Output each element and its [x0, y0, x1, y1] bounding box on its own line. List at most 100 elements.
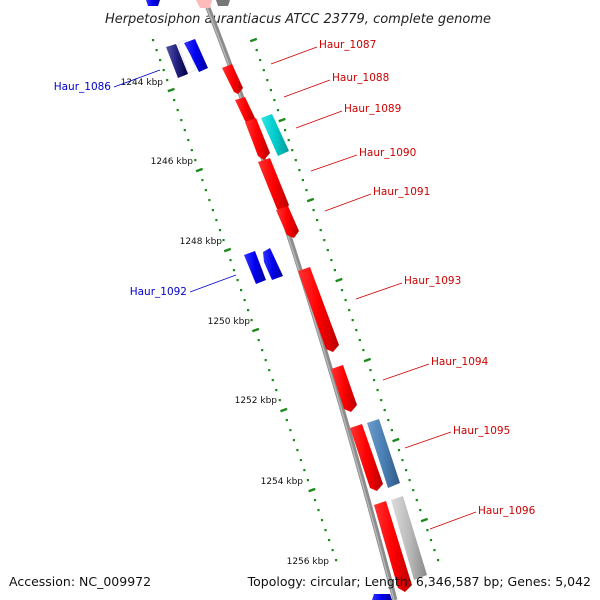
- gene-feature-haur-1094[interactable]: [331, 365, 357, 412]
- minor-tick: [211, 209, 214, 212]
- genome-backbone-highlight: [203, 0, 395, 600]
- major-tick: [420, 517, 429, 523]
- minor-tick: [215, 219, 218, 222]
- leader-haur-1096: [429, 511, 477, 530]
- major-tick: [335, 277, 343, 283]
- minor-tick: [373, 379, 376, 382]
- minor-tick: [328, 539, 331, 542]
- gene-feature-haur-1089[interactable]: [245, 114, 289, 160]
- minor-tick: [287, 139, 290, 142]
- gene-label-haur-1088[interactable]: Haur_1088: [332, 72, 389, 84]
- minor-tick: [333, 269, 336, 272]
- leader-haur-1086: [113, 69, 161, 88]
- minor-tick: [190, 149, 193, 152]
- major-tick: [280, 407, 288, 413]
- minor-tick: [387, 419, 390, 422]
- minor-tick: [355, 329, 358, 332]
- gene-feature-haur-1091[interactable]: [276, 206, 299, 238]
- major-tick: [306, 197, 315, 203]
- minor-tick: [415, 499, 418, 502]
- leader-haur-1091: [324, 193, 372, 212]
- gene-feature-haur-1092[interactable]: [244, 248, 283, 284]
- gene-label-haur-1095[interactable]: Haur_1095: [453, 425, 510, 437]
- minor-tick: [173, 99, 176, 102]
- gene-feature-haur-1096[interactable]: [374, 496, 427, 592]
- gene-feature-haur-1090[interactable]: [258, 158, 289, 212]
- minor-tick: [351, 319, 354, 322]
- minor-tick: [155, 49, 158, 52]
- minor-tick: [284, 129, 287, 132]
- minor-tick: [330, 259, 333, 262]
- minor-tick: [320, 519, 324, 522]
- minor-tick: [390, 429, 393, 432]
- minor-tick: [358, 339, 361, 342]
- major-tick: [363, 357, 372, 363]
- gene-feature-haur-1087[interactable]: [222, 64, 243, 94]
- major-tick: [195, 167, 204, 173]
- scale-label: 1252 kbp: [235, 396, 278, 406]
- gene-label-haur-1094[interactable]: Haur_1094: [431, 356, 489, 368]
- minor-tick: [312, 209, 315, 212]
- minor-tick: [183, 129, 186, 132]
- major-tick: [251, 327, 260, 333]
- minor-tick: [275, 389, 278, 392]
- minor-tick: [201, 179, 204, 182]
- gene-feature-haur-1095[interactable]: [350, 419, 400, 491]
- minor-tick: [204, 189, 207, 192]
- gene-label-haur-1089[interactable]: Haur_1089: [344, 103, 401, 115]
- gene-label-haur-1086[interactable]: Haur_1086: [54, 81, 112, 93]
- minor-tick: [255, 49, 258, 52]
- minor-tick: [187, 139, 190, 142]
- minor-tick: [268, 369, 271, 372]
- minor-tick: [243, 299, 246, 302]
- outer-ticks: [249, 37, 440, 562]
- gene-feature-haur-1093[interactable]: [298, 267, 339, 352]
- gene-feature-haur-1086[interactable]: [166, 39, 208, 78]
- minor-tick: [316, 219, 319, 222]
- minor-tick: [162, 69, 165, 72]
- minor-tick: [294, 159, 297, 162]
- minor-tick: [323, 239, 326, 242]
- genome-summary-text: Topology: circular; Length: 6,346,587 bp…: [247, 574, 591, 589]
- gene-label-haur-1087[interactable]: Haur_1087: [319, 39, 376, 51]
- minor-tick: [369, 369, 372, 372]
- minor-tick: [208, 199, 211, 202]
- gene-label-haur-1092[interactable]: Haur_1092: [130, 286, 187, 298]
- gene-label-haur-1096[interactable]: Haur_1096: [478, 505, 536, 517]
- minor-tick: [269, 89, 272, 92]
- minor-tick: [348, 309, 351, 312]
- minor-tick: [266, 79, 269, 82]
- minor-tick: [376, 389, 379, 392]
- minor-tick: [296, 449, 299, 452]
- minor-tick: [232, 269, 236, 272]
- minor-tick: [176, 109, 179, 112]
- minor-tick: [257, 339, 260, 342]
- minor-tick: [397, 449, 401, 452]
- minor-tick: [229, 259, 232, 262]
- minor-tick: [408, 479, 411, 482]
- leader-haur-1089: [295, 110, 343, 129]
- gene-feature-haur-1088[interactable]: [235, 97, 255, 124]
- gene-label-haur-1093[interactable]: Haur_1093: [404, 275, 461, 287]
- minor-tick: [324, 529, 327, 532]
- minor-tick: [180, 119, 183, 122]
- minor-tick: [306, 479, 309, 482]
- minor-tick: [247, 309, 250, 312]
- gene-label-haur-1091[interactable]: Haur_1091: [373, 186, 430, 198]
- minor-tick: [240, 289, 243, 292]
- leader-haur-1090: [310, 154, 358, 172]
- minor-tick: [380, 399, 383, 402]
- leader-haur-1095: [404, 431, 452, 449]
- scale-label: 1246 kbp: [151, 157, 194, 167]
- gene-label-haur-1090[interactable]: Haur_1090: [359, 147, 416, 159]
- minor-tick: [278, 399, 281, 402]
- scale-ticks: [152, 39, 338, 562]
- gene-feature-bottom-partial[interactable]: [372, 594, 392, 600]
- major-tick: [167, 87, 175, 93]
- minor-tick: [194, 159, 197, 162]
- scale-label: 1254 kbp: [261, 477, 304, 487]
- minor-tick: [331, 549, 334, 552]
- gene-feature-top-partial[interactable]: [146, 0, 230, 8]
- major-tick: [308, 487, 316, 493]
